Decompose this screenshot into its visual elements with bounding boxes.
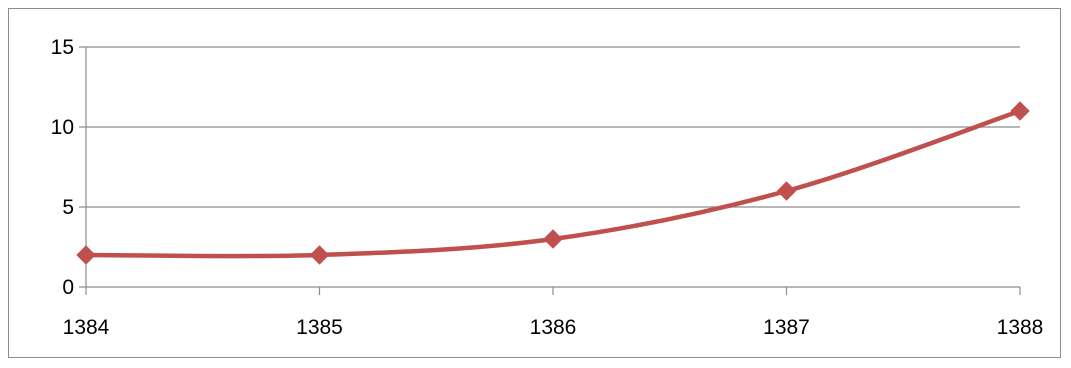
series-group [76,101,1030,265]
y-tick-labels: 0 5 10 15 [51,36,74,299]
data-point-1386 [543,229,563,249]
x-tick-label: 1388 [997,316,1044,339]
y-tick-label: 10 [51,116,74,139]
x-tick-labels: 1384 1385 1386 1387 1388 [63,316,1044,339]
data-point-1387 [776,181,797,201]
chart-frame [8,8,1061,358]
data-point-1388 [1010,101,1030,121]
gridlines [86,46,1020,208]
x-tick-label: 1385 [296,316,343,339]
y-tick-label: 15 [51,36,74,59]
x-tick-label: 1387 [763,316,810,339]
y-tick-label: 0 [62,276,74,299]
data-point-1385 [309,245,330,265]
data-point-1384 [76,245,96,265]
x-tick-label: 1384 [63,316,110,339]
y-tick-label: 5 [62,196,74,219]
x-tick-label: 1386 [530,316,577,339]
